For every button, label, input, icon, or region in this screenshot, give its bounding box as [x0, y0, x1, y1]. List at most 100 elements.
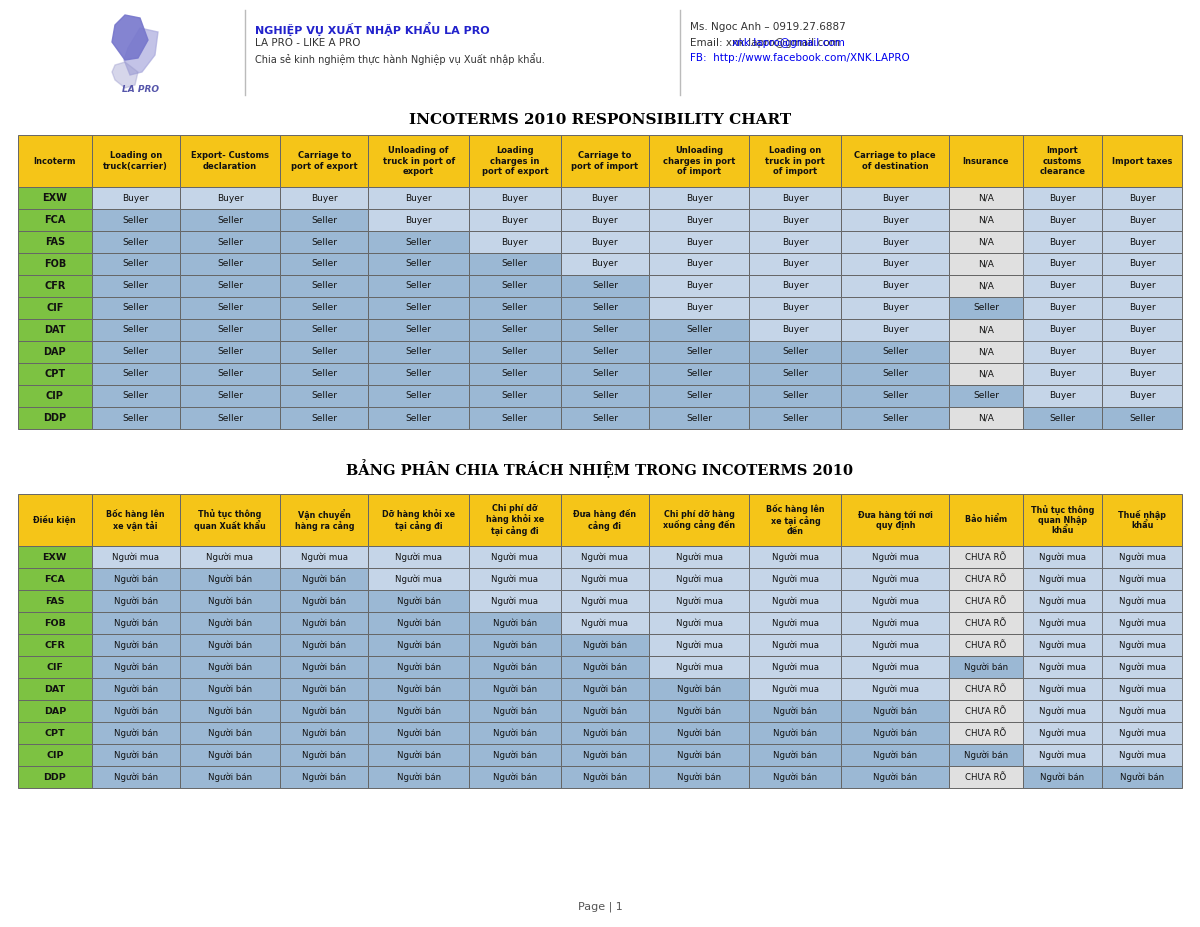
- Bar: [1103, 722, 1182, 744]
- Text: Người bán: Người bán: [773, 750, 817, 760]
- Bar: [949, 766, 1022, 788]
- Bar: [560, 341, 649, 363]
- Text: Buyer: Buyer: [1049, 194, 1076, 202]
- Text: Người mua: Người mua: [395, 552, 442, 562]
- Bar: [1022, 385, 1103, 407]
- Text: Loading on
truck(carrier): Loading on truck(carrier): [103, 151, 168, 171]
- Bar: [91, 568, 180, 590]
- Text: Người mua: Người mua: [871, 596, 919, 605]
- Bar: [949, 231, 1022, 253]
- Bar: [18, 209, 91, 231]
- Text: Seller: Seller: [311, 215, 337, 224]
- Bar: [841, 700, 949, 722]
- Bar: [180, 766, 281, 788]
- Text: Người bán: Người bán: [583, 729, 626, 738]
- Text: FB:  http://www.facebook.com/XNK.LAPRO: FB: http://www.facebook.com/XNK.LAPRO: [690, 53, 910, 63]
- Text: CHƯA RÕ: CHƯA RÕ: [965, 552, 1007, 562]
- Bar: [750, 187, 841, 209]
- Bar: [841, 612, 949, 634]
- Bar: [281, 656, 368, 678]
- Bar: [368, 656, 469, 678]
- Text: Bốc hàng lên
xe vận tải: Bốc hàng lên xe vận tải: [107, 510, 164, 530]
- Bar: [18, 187, 91, 209]
- Text: Người mua: Người mua: [676, 662, 722, 672]
- Text: Người mua: Người mua: [1039, 618, 1086, 628]
- Text: Seller: Seller: [311, 237, 337, 247]
- Bar: [949, 678, 1022, 700]
- Text: Người bán: Người bán: [493, 618, 536, 628]
- Text: Incoterm: Incoterm: [34, 157, 76, 166]
- Bar: [560, 744, 649, 766]
- Text: Người bán: Người bán: [396, 641, 440, 650]
- Bar: [18, 590, 91, 612]
- Text: Seller: Seller: [686, 348, 713, 357]
- Text: Người mua: Người mua: [1118, 641, 1165, 650]
- Bar: [560, 253, 649, 275]
- Text: Seller: Seller: [311, 260, 337, 269]
- Text: CIF: CIF: [46, 303, 64, 313]
- Bar: [180, 319, 281, 341]
- Text: Seller: Seller: [122, 370, 149, 378]
- Text: NGHIỆP VỤ XUẤT NHẬP KHẨU LA PRO: NGHIỆP VỤ XUẤT NHẬP KHẨU LA PRO: [256, 22, 490, 36]
- Bar: [91, 656, 180, 678]
- Bar: [560, 634, 649, 656]
- Text: Seller: Seller: [502, 325, 528, 335]
- Text: Người mua: Người mua: [1039, 662, 1086, 672]
- Bar: [1103, 275, 1182, 297]
- Bar: [649, 656, 750, 678]
- Bar: [281, 634, 368, 656]
- Bar: [1103, 135, 1182, 187]
- Bar: [560, 363, 649, 385]
- Bar: [180, 297, 281, 319]
- Bar: [469, 231, 560, 253]
- Bar: [841, 634, 949, 656]
- Text: Seller: Seller: [882, 391, 908, 400]
- Text: Người bán: Người bán: [302, 684, 347, 693]
- Bar: [841, 494, 949, 546]
- Bar: [1022, 634, 1103, 656]
- Text: Người bán: Người bán: [302, 641, 347, 650]
- Text: FOB: FOB: [43, 259, 66, 269]
- Text: Buyer: Buyer: [782, 260, 809, 269]
- Text: Chia sẻ kinh nghiệm thực hành Nghiệp vụ Xuất nhập khẩu.: Chia sẻ kinh nghiệm thực hành Nghiệp vụ …: [256, 53, 545, 65]
- Text: FOB: FOB: [44, 618, 66, 628]
- Bar: [91, 634, 180, 656]
- Text: Người bán: Người bán: [773, 706, 817, 716]
- Bar: [91, 135, 180, 187]
- Text: Buyer: Buyer: [1049, 325, 1076, 335]
- Bar: [750, 744, 841, 766]
- Text: Seller: Seller: [122, 391, 149, 400]
- Text: Người bán: Người bán: [1120, 772, 1164, 781]
- Text: CFR: CFR: [44, 281, 66, 291]
- Text: Buyer: Buyer: [882, 194, 908, 202]
- Text: Người mua: Người mua: [491, 574, 539, 584]
- Bar: [91, 319, 180, 341]
- Bar: [841, 766, 949, 788]
- Bar: [1103, 407, 1182, 429]
- Bar: [1103, 766, 1182, 788]
- Bar: [841, 363, 949, 385]
- Text: CHƯA RÕ: CHƯA RÕ: [965, 596, 1007, 605]
- Bar: [469, 275, 560, 297]
- Text: Người bán: Người bán: [493, 729, 536, 738]
- Text: Đưa hàng tới nơi
quy định: Đưa hàng tới nơi quy định: [858, 510, 932, 529]
- Bar: [1103, 656, 1182, 678]
- Bar: [368, 568, 469, 590]
- Bar: [281, 590, 368, 612]
- Bar: [750, 231, 841, 253]
- Bar: [18, 319, 91, 341]
- Text: Người bán: Người bán: [493, 641, 536, 650]
- Text: Người bán: Người bán: [208, 641, 252, 650]
- Text: Người bán: Người bán: [583, 662, 626, 672]
- Bar: [1022, 341, 1103, 363]
- Text: Seller: Seller: [406, 413, 432, 423]
- Text: Buyer: Buyer: [782, 282, 809, 290]
- Text: Người bán: Người bán: [208, 684, 252, 693]
- Text: Người mua: Người mua: [1118, 618, 1165, 628]
- Text: FAS: FAS: [46, 596, 65, 605]
- Text: Người mua: Người mua: [772, 662, 818, 672]
- Bar: [750, 209, 841, 231]
- Text: CIP: CIP: [46, 751, 64, 759]
- Text: Người bán: Người bán: [302, 662, 347, 672]
- Text: CHƯA RÕ: CHƯA RÕ: [965, 772, 1007, 781]
